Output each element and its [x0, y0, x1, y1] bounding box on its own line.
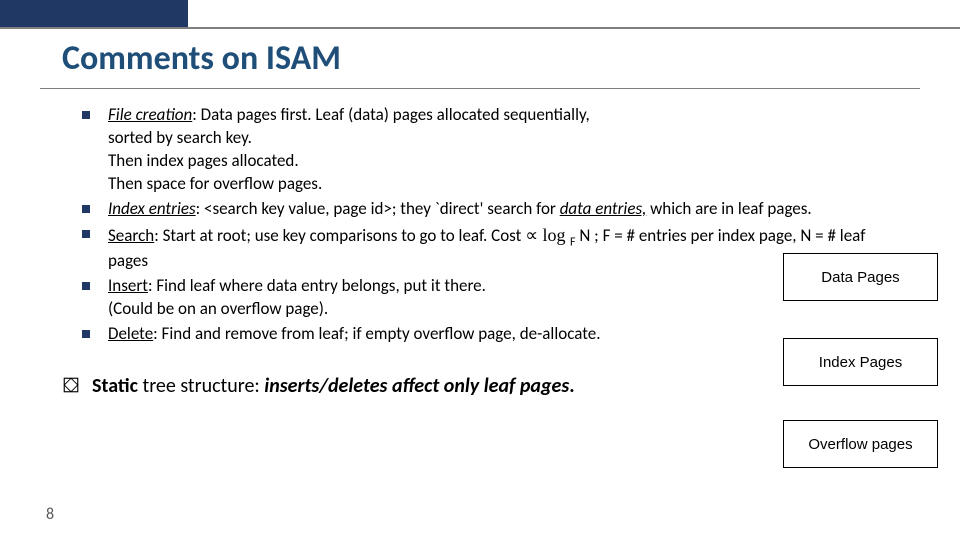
slide: Comments on ISAM File creation: Data pag… — [0, 0, 960, 540]
proportional-symbol: ∝ log — [525, 225, 570, 245]
slide-title: Comments on ISAM — [62, 38, 341, 79]
summary-line: Static tree structure: inserts/deletes a… — [62, 374, 902, 398]
summary-pre: Static — [92, 374, 138, 398]
summary-em: inserts/deletes affect only leaf pages — [264, 374, 569, 398]
lead-text: Search — [108, 225, 154, 246]
summary-mid: tree structure: — [138, 374, 264, 398]
bullet-file-creation: File creation: Data pages first. Leaf (d… — [62, 104, 902, 196]
cont-line: Then space for overflow pages. — [108, 173, 902, 196]
bullet-delete: Delete: Find and remove from leaf; if em… — [62, 323, 902, 346]
cont-line: sorted by search key. — [108, 127, 902, 150]
bullet-text: : <search key value, page id>; they `dir… — [196, 198, 560, 219]
bullet-text: : Find leaf where data entry belongs, pu… — [148, 275, 486, 296]
bullet-list: File creation: Data pages first. Leaf (d… — [62, 104, 902, 346]
cont-line: Then index pages allocated. — [108, 150, 902, 173]
lead-text: Delete — [108, 323, 153, 344]
star-icon — [62, 376, 80, 394]
bullet-index-entries: Index entries: <search key value, page i… — [62, 198, 902, 221]
bullet-search: Search: Start at root; use key compariso… — [62, 223, 902, 273]
tail-plain: which are in leaf pages. — [646, 198, 811, 219]
top-band — [0, 0, 188, 27]
lead-text: File creation — [108, 104, 192, 125]
slide-body: File creation: Data pages first. Leaf (d… — [62, 104, 902, 398]
cont-line: (Could be on an overflow page). — [108, 298, 902, 321]
box-overflow-pages: Overflow pages — [783, 420, 938, 468]
lead-text: Index entries — [108, 198, 196, 219]
lead-text: Insert — [108, 275, 148, 296]
bullet-insert: Insert: Find leaf where data entry belon… — [62, 275, 902, 321]
summary-post: . — [569, 374, 574, 398]
bullet-text: : Data pages first. Leaf (data) pages al… — [192, 104, 589, 125]
bullet-text: : Start at root; use key comparisons to … — [154, 225, 525, 246]
box-index-pages: Index Pages — [783, 338, 938, 386]
bullet-text: : Find and remove from leaf; if empty ov… — [153, 323, 600, 344]
tail-emph: data entries, — [560, 198, 647, 219]
page-number: 8 — [46, 505, 54, 524]
title-underline — [40, 88, 920, 89]
box-data-pages: Data Pages — [783, 253, 938, 301]
top-rule — [0, 27, 960, 29]
